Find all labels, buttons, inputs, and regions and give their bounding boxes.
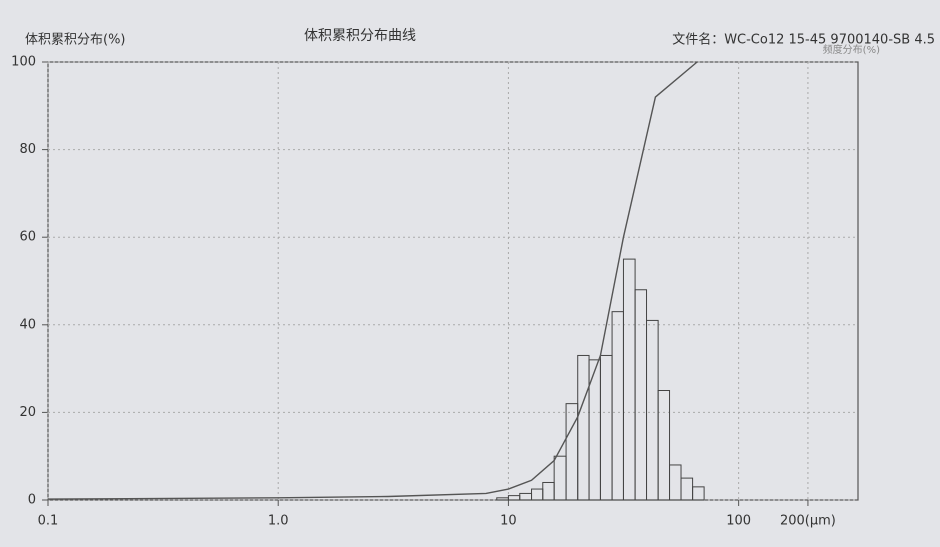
y-tick-label: 0 <box>28 493 36 508</box>
bar <box>692 486 705 501</box>
y-tick-label: 80 <box>19 142 36 157</box>
y-tick-label: 60 <box>19 230 36 245</box>
y-tick-label: 40 <box>19 317 36 332</box>
cumulative-curve <box>47 61 698 500</box>
x-tick-label: 200(μm) <box>780 514 836 529</box>
y-tick-label: 100 <box>11 55 36 70</box>
y-axis-label: 体积累积分布(%) <box>25 33 126 48</box>
x-tick-label: 0.1 <box>38 514 59 529</box>
y-tick-label: 20 <box>19 405 36 420</box>
bar <box>657 390 671 501</box>
x-tick-label: 100 <box>726 514 751 529</box>
x-tick-label: 10 <box>500 514 517 529</box>
chart-title: 体积累积分布曲线 <box>304 28 416 44</box>
x-tick-label: 1.0 <box>268 514 289 529</box>
y2-axis-label: 频度分布(%) <box>823 43 880 56</box>
file-label: 文件名：WC-Co12 15-45 9700140-SB 4.5 <box>672 32 935 48</box>
